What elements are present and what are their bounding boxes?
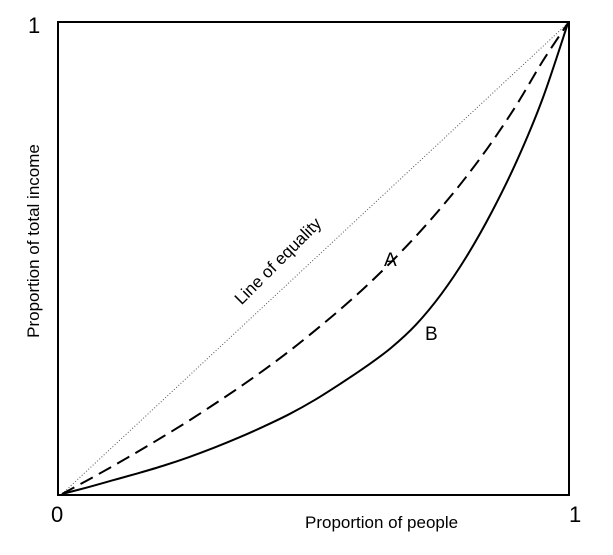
curve-a-line bbox=[61, 22, 569, 495]
curve-a-label: A bbox=[384, 250, 397, 271]
y-tick-label-1: 1 bbox=[28, 13, 40, 38]
curve-b-label: B bbox=[425, 324, 438, 345]
x-tick-label-0: 0 bbox=[51, 502, 63, 527]
line-of-equality-line bbox=[61, 22, 569, 495]
plot-frame bbox=[57, 21, 570, 496]
y-axis-title: Proportion of total income bbox=[24, 144, 43, 338]
x-axis-title: Proportion of people bbox=[305, 513, 458, 532]
series-layer bbox=[61, 22, 569, 495]
x-tick-label-1: 1 bbox=[569, 502, 581, 527]
curve-b-line bbox=[61, 22, 569, 495]
line-of-equality-label: Line of equality bbox=[231, 214, 326, 309]
